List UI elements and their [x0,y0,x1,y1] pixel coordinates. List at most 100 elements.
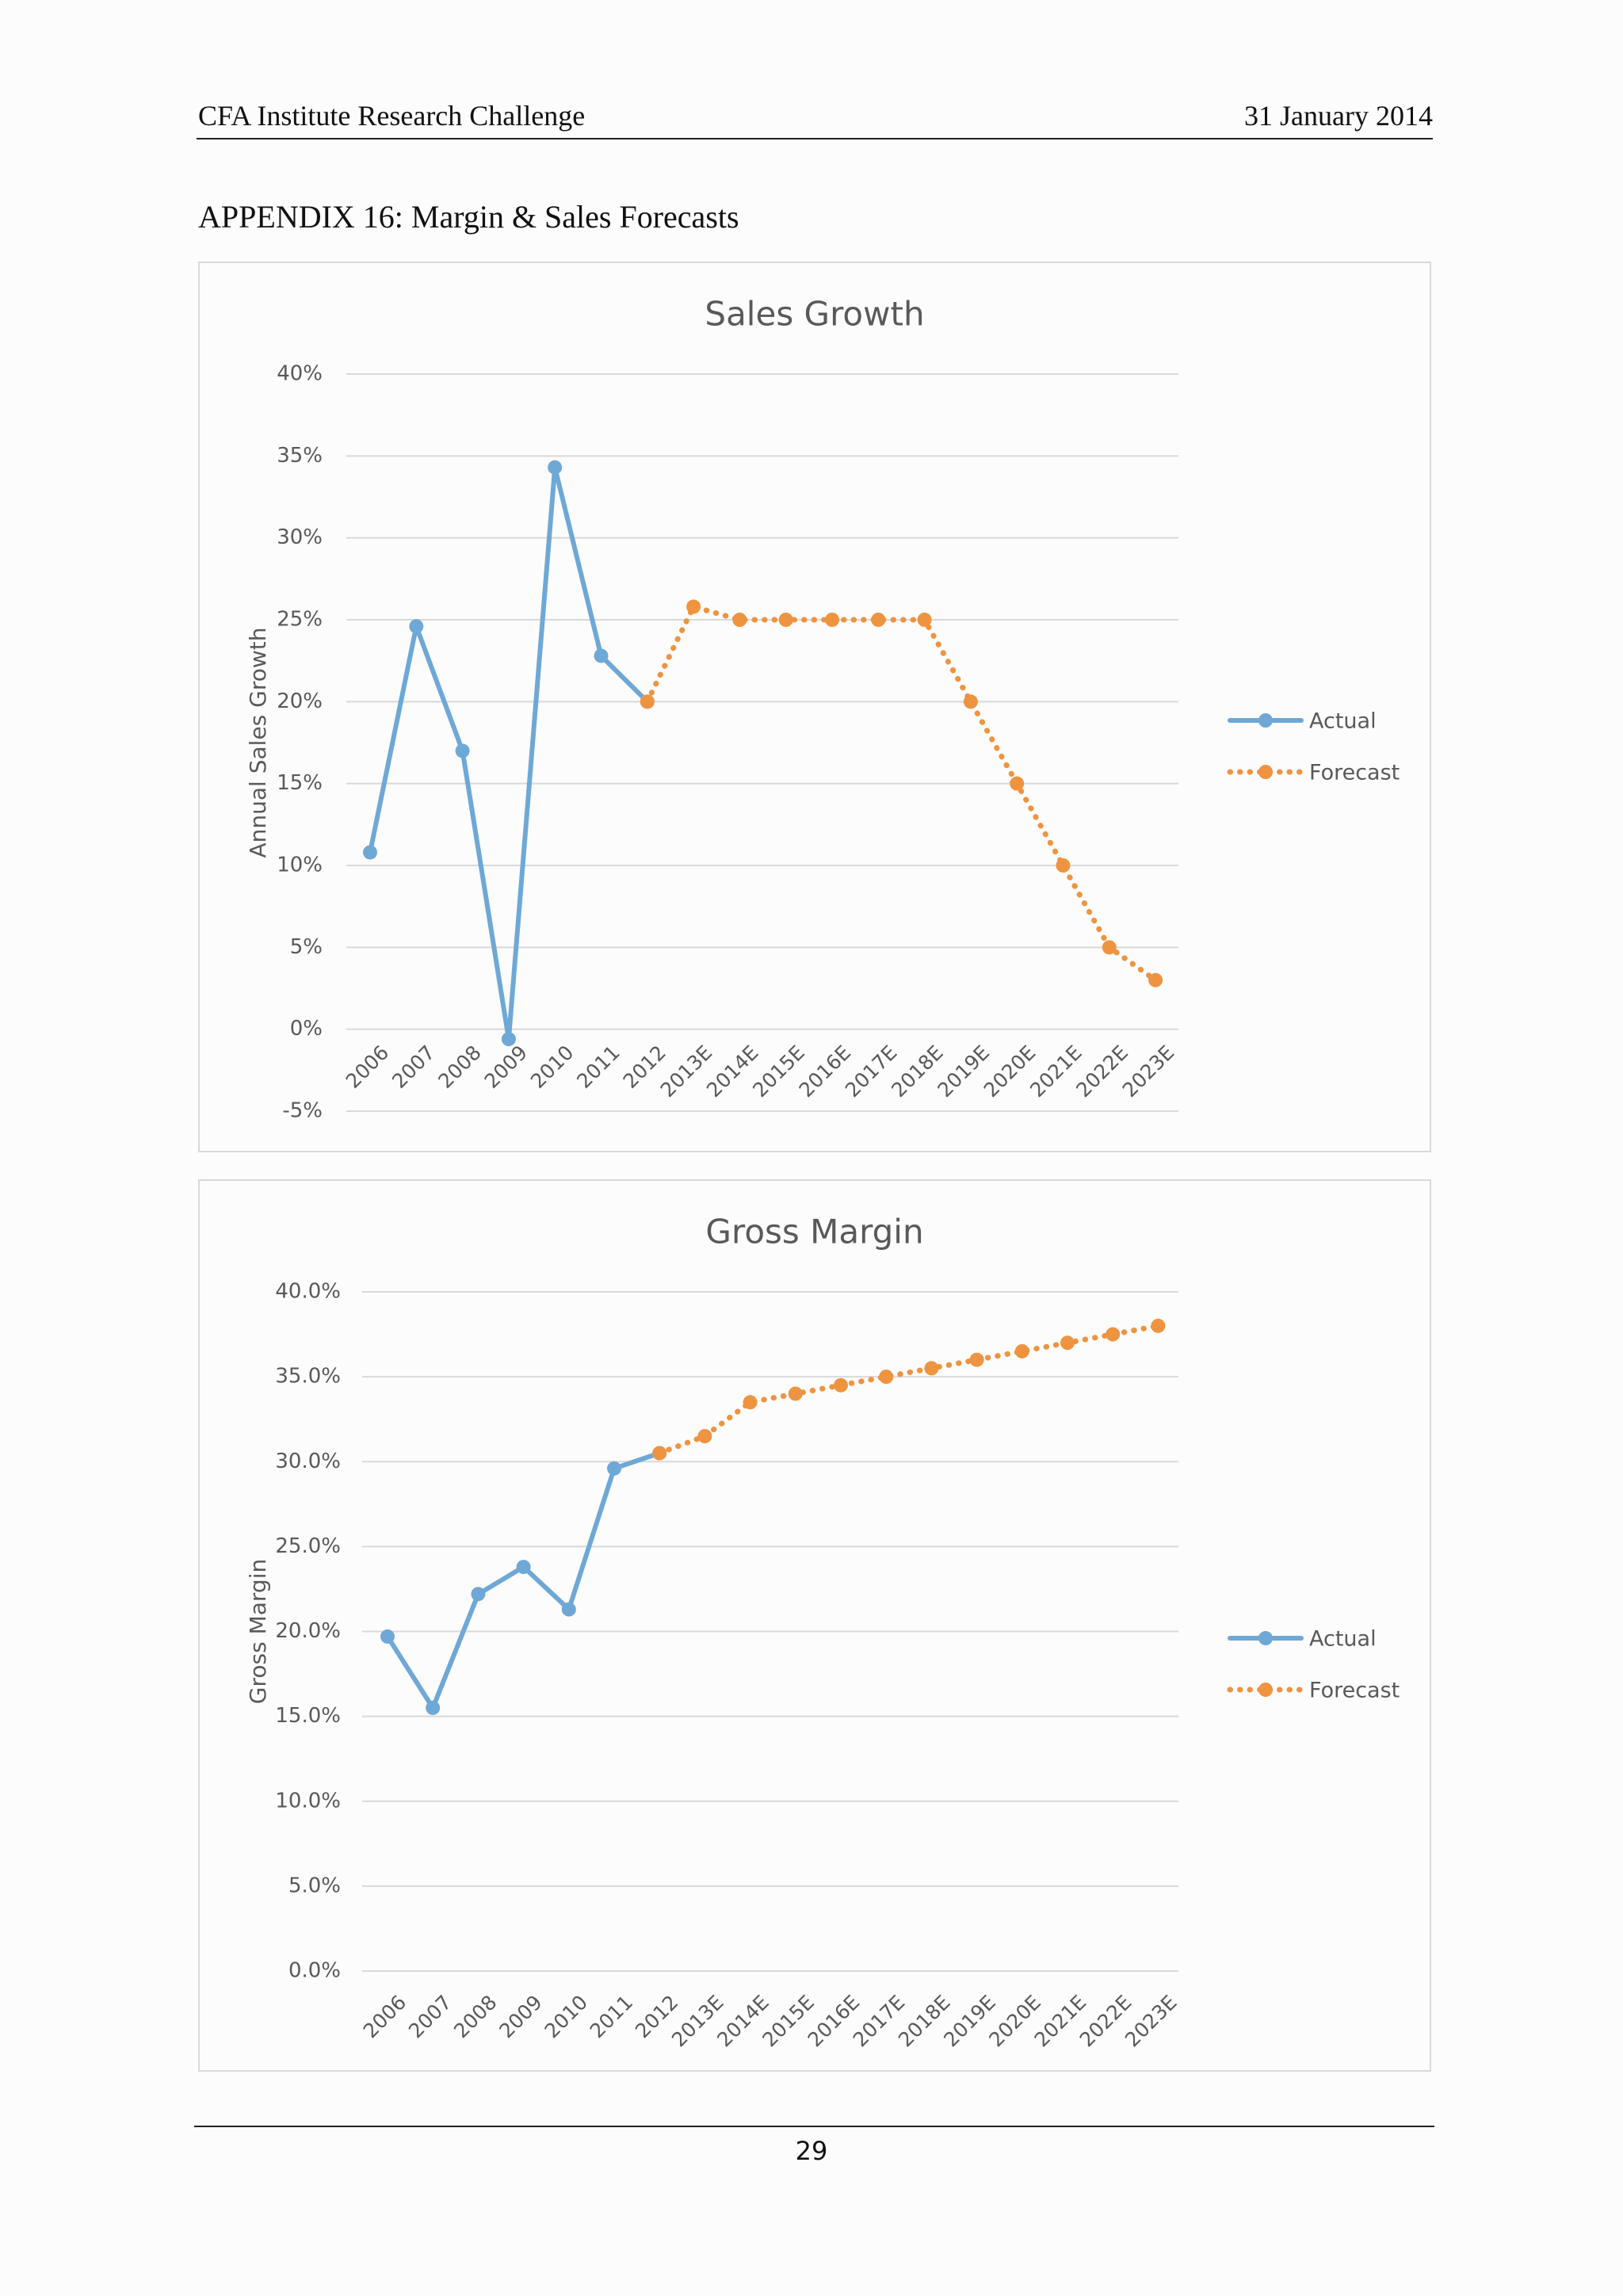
forecast-point [686,599,701,614]
x-tick-label: 2008 [433,1041,485,1092]
forecast-point [732,613,747,627]
forecast-point [788,1386,803,1401]
forecast-point [1148,972,1163,988]
y-tick-label: 30% [277,525,323,549]
x-tick-label: 2009 [480,1041,532,1092]
x-tick-label: 2007 [404,1991,456,2042]
x-tick-label: 2020E [980,1041,1041,1102]
actual-point [471,1587,486,1602]
y-tick-label: 35% [277,444,323,468]
forecast-point [917,613,932,627]
actual-point [363,845,377,860]
x-tick-label: 2018E [887,1041,948,1102]
y-tick-label: 40.0% [275,1280,341,1304]
x-tick-label: 2017E [841,1041,902,1102]
forecast-series-line [656,1323,1161,1456]
legend-forecast-label: Forecast [1309,761,1400,785]
actual-point [501,1032,516,1047]
forecast-point [1102,940,1117,955]
x-tick-label: 2008 [449,1991,501,2042]
forecast-point [825,613,839,627]
y-tick-label: 10.0% [275,1789,341,1813]
page-number: 29 [795,2136,828,2166]
x-tick-label: 2015E [748,1041,809,1102]
legend-actual-marker [1258,713,1273,728]
y-tick-label: 20% [277,690,323,713]
forecast-point [652,1446,667,1461]
y-tick-label: 0% [290,1017,323,1041]
y-tick-label: 0.0% [288,1959,341,1983]
gross-margin-svg: Gross Margin 0.0% 5.0% 10.0% 15.0% 20.0% 25.0%… [245,1213,1400,2052]
actual-series-line [368,464,650,1042]
y-tick-label: 35.0% [275,1365,341,1389]
x-tick-label: 2014E [702,1041,763,1102]
legend-forecast-marker [1258,1683,1273,1697]
forecast-point [969,1352,984,1367]
forecast-point [778,613,793,627]
y-tick-label: 25.0% [275,1534,341,1558]
x-tick-label: 2011 [586,1991,637,2042]
header-title: CFA Institute Research Challenge [198,100,586,132]
header-date: 31 January 2014 [1244,100,1433,132]
actual-series-line [385,1450,663,1710]
x-tick-label: 2021E [1025,1041,1086,1102]
x-tick-label: 2011 [572,1041,624,1092]
y-tick-label: 30.0% [275,1450,341,1473]
x-tick-label: 2022E [1071,1041,1132,1102]
y-tick-label: 5% [290,935,323,959]
actual-point [561,1602,576,1617]
y-tick-label: 5.0% [288,1874,341,1897]
forecast-point [697,1429,712,1444]
forecast-point [1014,1343,1029,1358]
gross-margin-chart: Gross Margin 0.0% 5.0% 10.0% 15.0% 20.0% 25.0%… [198,1179,1431,2072]
y-tick-label: 25% [277,608,323,632]
forecast-point [1106,1327,1121,1342]
chart-title: Sales Growth [705,295,924,334]
actual-point [409,619,424,634]
forecast-point [640,694,655,709]
y-tick-label: 15.0% [275,1704,341,1728]
forecast-point [879,1370,894,1385]
forecast-series-line [644,604,1159,984]
x-tick-label: 2007 [388,1041,439,1092]
footer-divider [194,2126,1434,2127]
x-tick-label: 2010 [540,1991,592,2042]
forecast-point [924,1361,939,1376]
forecast-point [1151,1318,1166,1333]
x-tick-label: 2016E [795,1041,856,1102]
y-tick-label: -5% [282,1099,323,1123]
sales-growth-svg: Sales Growth -5% 0% 5% 10% 15% 20% 25% 30% 35% 40%… [245,295,1400,1123]
actual-point [380,1629,395,1644]
forecast-point [834,1377,848,1392]
x-tick-label: 2023E [1118,1041,1179,1102]
forecast-point [963,694,978,709]
actual-point [426,1700,441,1715]
chart-title: Gross Margin [705,1213,923,1251]
x-tick-label: 2023E [1121,1991,1182,2052]
y-tick-label: 40% [277,362,323,386]
legend-actual-label: Actual [1309,1627,1377,1652]
x-tick-label: 2013E [656,1041,717,1102]
actual-point [594,648,609,663]
y-tick-label: 15% [277,771,323,795]
sales-growth-chart: Sales Growth -5% 0% 5% 10% 15% 20% 25% 30% 35% 40%… [198,262,1431,1152]
actual-point [548,460,563,475]
header-divider [197,138,1433,139]
forecast-point [1056,858,1071,873]
y-tick-label: 10% [277,854,323,877]
legend-actual-marker [1258,1631,1273,1645]
actual-point [516,1560,531,1575]
actual-point [607,1461,621,1476]
forecast-point [871,613,886,627]
forecast-point [743,1395,758,1410]
legend-forecast-label: Forecast [1309,1679,1400,1703]
forecast-point [1010,776,1025,791]
y-tick-label: 20.0% [275,1619,341,1643]
legend-forecast-marker [1258,765,1273,779]
y-axis-label: Gross Margin [245,1559,271,1704]
actual-point [455,743,470,758]
x-tick-label: 2010 [526,1041,578,1092]
x-tick-label: 2019E [933,1041,994,1102]
y-axis-label: Annual Sales Growth [245,627,271,858]
forecast-point [1060,1335,1075,1350]
